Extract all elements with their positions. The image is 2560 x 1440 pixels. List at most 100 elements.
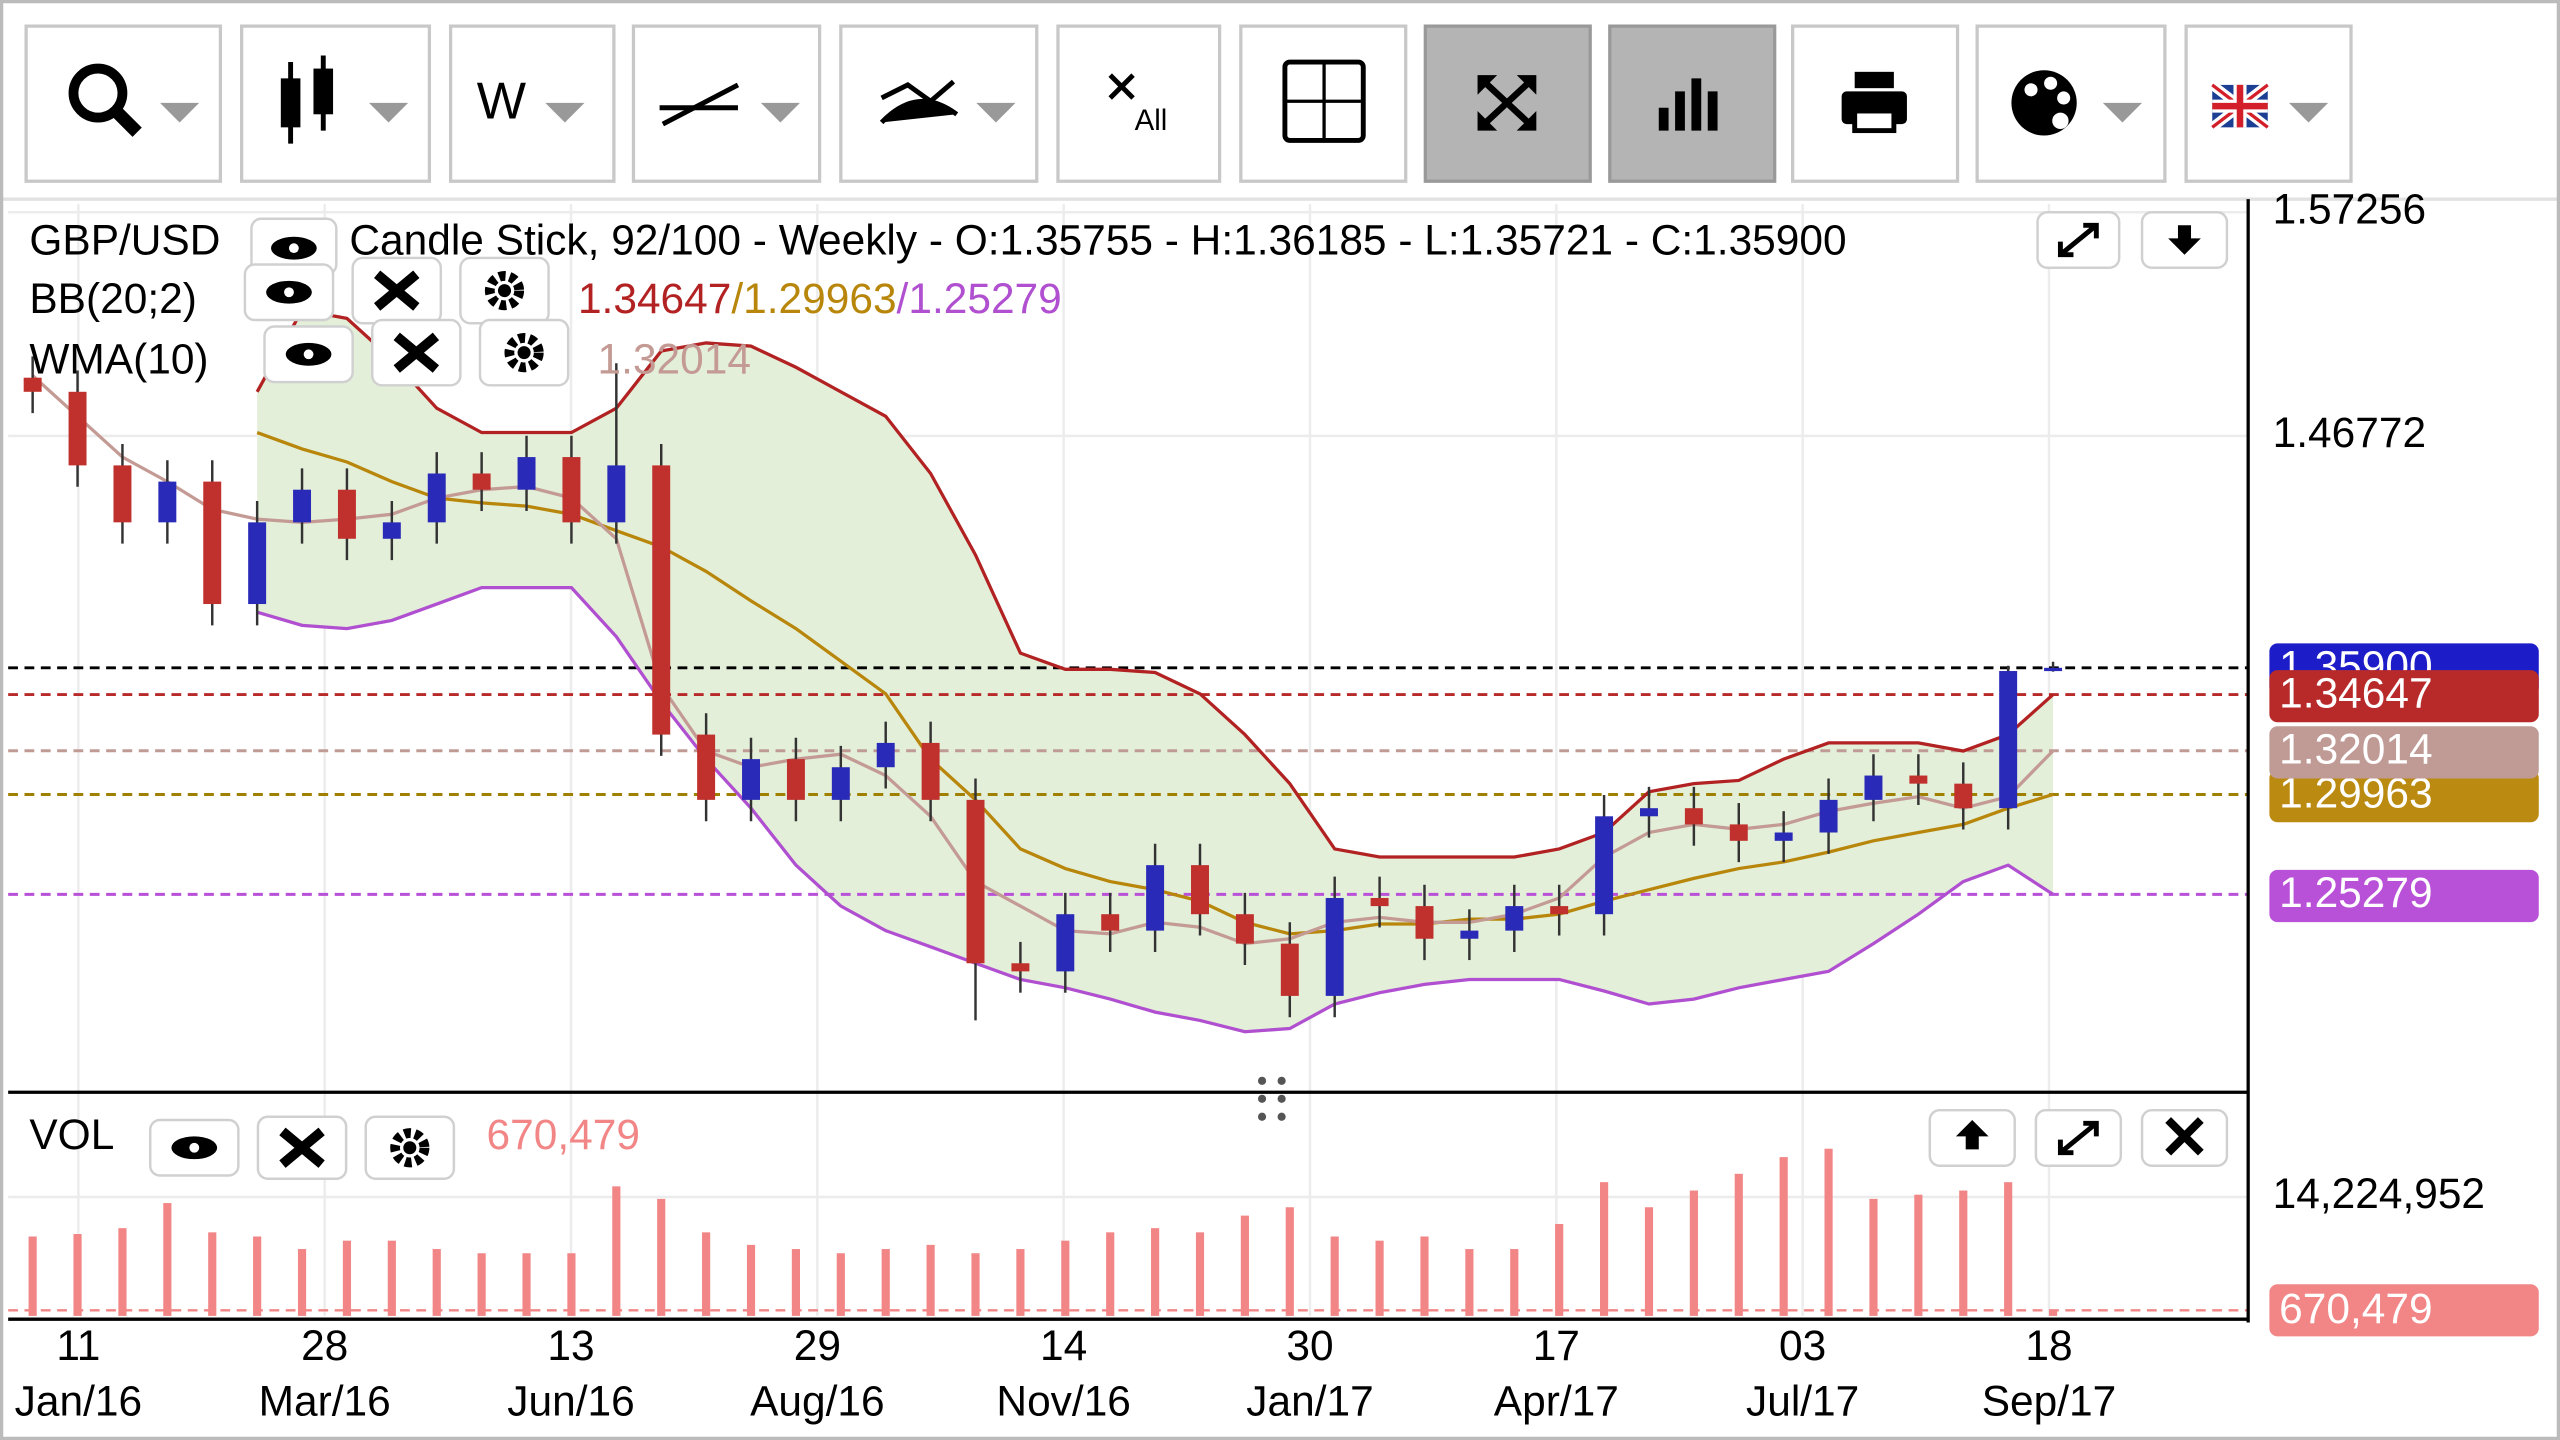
- handle-dot: [1277, 1112, 1286, 1121]
- indicator-icon: [879, 99, 959, 125]
- indicator-name: WMA(10): [29, 336, 208, 383]
- volume-readout: 670,479: [487, 1111, 640, 1158]
- volume-bar: [342, 1240, 352, 1316]
- volume-bar: [1061, 1240, 1070, 1316]
- price-badge-label: 1.25279: [2279, 869, 2432, 916]
- candle-body: [517, 457, 536, 490]
- candle-body: [337, 489, 356, 539]
- volume-bar: [971, 1253, 980, 1316]
- volume-bar: [702, 1232, 711, 1316]
- volume-bar: [657, 1198, 666, 1316]
- candle-body: [1999, 671, 2018, 809]
- volume-name: VOL: [29, 1111, 114, 1158]
- volume-bar: [836, 1253, 845, 1316]
- clear-button[interactable]: [1056, 24, 1222, 183]
- volume-bar: [297, 1249, 307, 1316]
- price-badge: [2269, 769, 2539, 823]
- flag-icon: [2212, 84, 2268, 128]
- bb-upper-readout: 1.34647: [578, 275, 731, 322]
- x-tick-day: 11: [56, 1322, 100, 1369]
- volume-bar: [522, 1253, 531, 1316]
- indicator-icon: [880, 79, 956, 105]
- candle-body: [1819, 799, 1838, 833]
- palette-icon: [2044, 76, 2058, 90]
- palette-icon: [2052, 112, 2069, 129]
- x-tick-month: Jan/16: [15, 1377, 142, 1424]
- volume-icon: [1658, 78, 1718, 131]
- candle-body: [1325, 897, 1344, 996]
- candle-body: [68, 391, 87, 466]
- x-tick-month: Nov/16: [996, 1377, 1130, 1424]
- eye-icon: [288, 243, 299, 254]
- volume-bar: [1375, 1240, 1384, 1316]
- volume-bar: [432, 1249, 441, 1316]
- volume-bar: [1195, 1232, 1205, 1316]
- candle-body: [113, 465, 132, 523]
- candle-body: [786, 759, 805, 800]
- indicator-name: BB(20;2): [29, 275, 196, 322]
- pane-resize-handle[interactable]: [1257, 1076, 1286, 1121]
- volume-bar: [1106, 1232, 1115, 1316]
- line-icon: [661, 82, 740, 127]
- candle-body: [1505, 906, 1524, 931]
- candle-body: [607, 465, 626, 523]
- volume-bar: [163, 1203, 172, 1316]
- dropdown-arrow: [368, 102, 409, 123]
- gear-icon: [504, 333, 544, 373]
- eye-icon: [284, 287, 294, 298]
- candle-body: [158, 481, 177, 523]
- dropdown-arrow: [2102, 102, 2143, 123]
- maximize-icon: [2057, 1120, 2099, 1156]
- volume-bar: [1285, 1207, 1294, 1316]
- volume-bar: [1824, 1148, 1833, 1316]
- candle-body: [1146, 865, 1165, 931]
- remove-icon: [393, 332, 440, 373]
- candle-body: [2044, 667, 2063, 672]
- candle-body: [1415, 906, 1434, 939]
- clear-label: All: [1135, 104, 1168, 137]
- candle-body: [427, 473, 446, 523]
- gear-icon: [403, 1141, 417, 1155]
- download-icon: [2168, 225, 2201, 255]
- x-tick-day: 28: [301, 1322, 348, 1369]
- maximize-icon: [2057, 222, 2099, 258]
- candle-body: [203, 481, 222, 605]
- candle-body: [1101, 914, 1120, 931]
- price-badge: [2269, 670, 2539, 723]
- x-tick-month: Jul/17: [1746, 1377, 1859, 1424]
- indicator-controls: [148, 256, 570, 1180]
- volume-bar: [28, 1236, 37, 1316]
- wma-readout: 1.32014: [598, 336, 751, 383]
- price-badge: [2269, 869, 2539, 923]
- gear-icon: [390, 1128, 430, 1168]
- volume-badge-label: 670,479: [2279, 1285, 2432, 1332]
- symbol: GBP/USD: [29, 216, 220, 263]
- candle-body: [1909, 775, 1928, 784]
- volume-badge: [2269, 1284, 2539, 1337]
- candle-body: [562, 457, 581, 523]
- candle-body: [1954, 783, 1973, 809]
- volume-bar: [1330, 1236, 1339, 1316]
- candle-body: [697, 734, 716, 800]
- search-icon: [111, 106, 142, 137]
- candle-body: [742, 759, 760, 800]
- volume-bar: [1914, 1194, 1923, 1316]
- candle-body: [1280, 943, 1299, 996]
- axes: 11 Jan/16 28 Mar/16 13 Jun/16 29 Aug/16 14 Nov/16…: [8, 185, 2539, 1424]
- x-tick-day: 13: [547, 1322, 594, 1369]
- dropdown-arrow: [160, 102, 200, 123]
- volume-bar: [2048, 1310, 2058, 1316]
- candle-body: [293, 489, 312, 523]
- candle-body: [1729, 824, 1748, 841]
- x-tick-month: Mar/16: [259, 1377, 391, 1424]
- gear-icon: [517, 346, 531, 360]
- period-button[interactable]: [448, 24, 616, 183]
- volume-bar: [1151, 1228, 1160, 1316]
- x-tick-day: 14: [1040, 1322, 1087, 1369]
- volume-bar: [73, 1233, 82, 1316]
- candle-body: [966, 799, 985, 964]
- candle-body: [1550, 906, 1569, 915]
- bb-lower-readout: 1.25279: [908, 275, 1061, 322]
